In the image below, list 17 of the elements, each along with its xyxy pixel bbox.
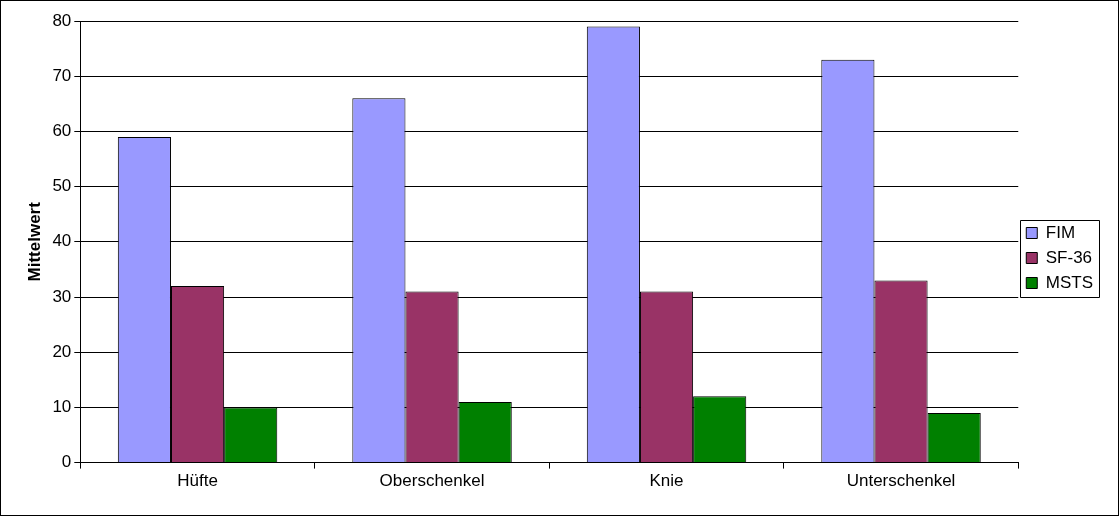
y-tick-label: 10: [52, 397, 72, 417]
y-tick-label: 20: [52, 341, 72, 361]
y-tick-label: 30: [52, 286, 72, 306]
x-tick-label: Hüfte: [177, 471, 218, 491]
y-axis-title: Mittelwert: [24, 201, 44, 282]
y-tick-label: 0: [61, 452, 72, 472]
legend-label: FIM: [1045, 222, 1076, 242]
y-tick-label: 60: [52, 121, 72, 141]
x-tick-label: Unterschenkel: [846, 471, 956, 491]
y-tick-label: 50: [52, 176, 72, 196]
y-tick-label: 80: [52, 10, 72, 30]
legend-label: MSTS: [1045, 272, 1094, 292]
y-tick-label: 70: [52, 65, 72, 85]
x-tick-label: Oberschenkel: [379, 471, 485, 491]
legend-label: SF-36: [1045, 247, 1093, 267]
x-tick-label: Knie: [649, 471, 684, 491]
y-tick-label: 40: [52, 231, 72, 251]
